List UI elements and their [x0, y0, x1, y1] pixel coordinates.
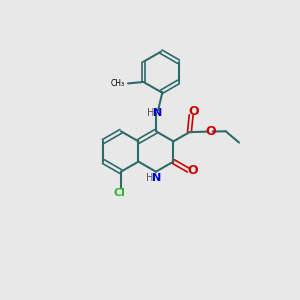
Text: N: N	[153, 108, 162, 118]
Text: H: H	[147, 108, 154, 118]
Text: O: O	[188, 105, 199, 118]
Text: H: H	[146, 172, 154, 183]
Text: N: N	[152, 172, 161, 183]
Text: O: O	[205, 125, 215, 138]
Text: O: O	[188, 164, 198, 177]
Text: CH₃: CH₃	[111, 79, 125, 88]
Text: Cl: Cl	[113, 188, 125, 197]
